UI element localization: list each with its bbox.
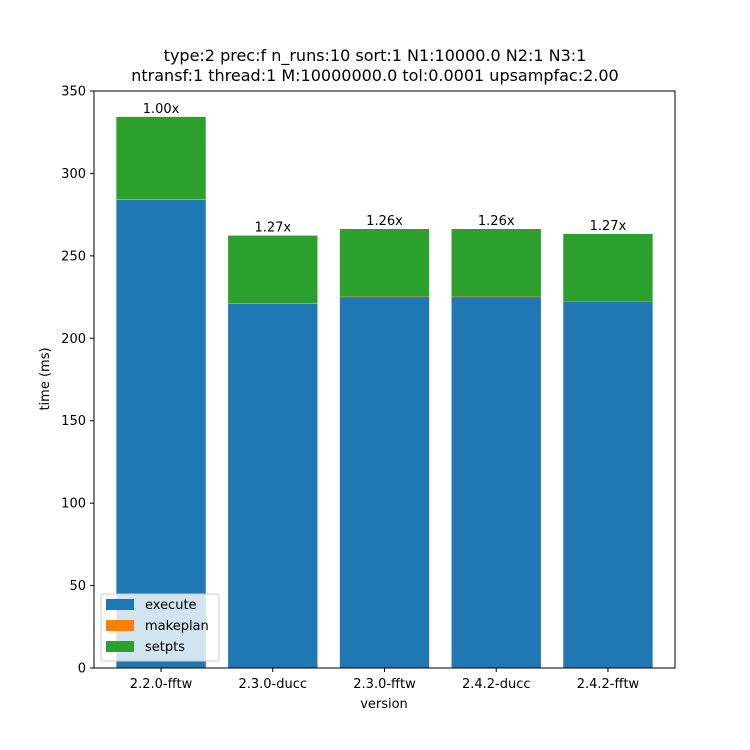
y-axis-label: time (ms): [38, 347, 53, 410]
bar-execute-2.4.2-fftw: [563, 302, 653, 668]
legend-label-makeplan: makeplan: [145, 619, 209, 634]
y-tick-label: 50: [69, 579, 86, 594]
bar-setpts-2.3.0-fftw: [339, 228, 430, 297]
bars-layer: [116, 116, 653, 668]
y-tick-label: 300: [61, 167, 86, 182]
bar-label-2.3.0-fftw: 1.26x: [366, 214, 403, 229]
y-tick-label: 250: [61, 249, 86, 264]
x-tick-label-2.3.0-ducc: 2.3.0-ducc: [238, 677, 307, 692]
x-tick-label-2.2.0-fftw: 2.2.0-fftw: [130, 677, 193, 692]
bar-execute-2.2.0-fftw: [116, 199, 206, 668]
y-tick-label: 350: [61, 85, 86, 100]
y-tick-label: 200: [61, 332, 86, 347]
bar-labels-layer: 1.00x 1.27x 1.26x 1.26x 1.27x: [143, 102, 627, 236]
x-axis-ticks: 2.2.0-fftw 2.3.0-ducc 2.3.0-fftw 2.4.2-ducc…: [130, 668, 640, 692]
y-axis-ticks: 0 50 100 150 200 250 300 350: [61, 85, 94, 677]
chart-title-line-2: ntransf:1 thread:1 M:10000000.0 tol:0.00…: [131, 66, 619, 85]
bar-setpts-2.4.2-ducc: [451, 228, 541, 297]
bar-label-2.2.0-fftw: 1.00x: [143, 102, 180, 117]
bar-label-2.4.2-ducc: 1.26x: [478, 214, 515, 229]
bar-setpts-2.4.2-fftw: [563, 233, 653, 302]
bar-label-2.3.0-ducc: 1.27x: [254, 221, 291, 236]
legend-swatch-execute: [106, 599, 134, 610]
bar-execute-2.3.0-fftw: [339, 297, 430, 668]
legend: execute makeplan setpts: [100, 593, 220, 662]
y-tick-label: 0: [78, 662, 86, 677]
legend-swatch-setpts: [106, 641, 134, 652]
x-axis-label: version: [360, 697, 408, 712]
chart-title-line-1: type:2 prec:f n_runs:10 sort:1 N1:10000.…: [163, 46, 587, 65]
legend-swatch-makeplan: [106, 620, 134, 631]
bar-setpts-2.3.0-ducc: [228, 235, 318, 304]
legend-label-setpts: setpts: [145, 640, 185, 655]
x-tick-label-2.4.2-ducc: 2.4.2-ducc: [462, 677, 531, 692]
bar-setpts-2.2.0-fftw: [116, 116, 206, 200]
y-tick-label: 150: [61, 414, 86, 429]
bar-label-2.4.2-fftw: 1.27x: [590, 219, 627, 234]
bar-execute-2.4.2-ducc: [451, 297, 541, 668]
bar-execute-2.3.0-ducc: [228, 303, 318, 668]
x-tick-label-2.3.0-fftw: 2.3.0-fftw: [353, 677, 416, 692]
y-tick-label: 100: [61, 497, 86, 512]
legend-label-execute: execute: [145, 598, 197, 613]
x-tick-label-2.4.2-fftw: 2.4.2-fftw: [577, 677, 640, 692]
